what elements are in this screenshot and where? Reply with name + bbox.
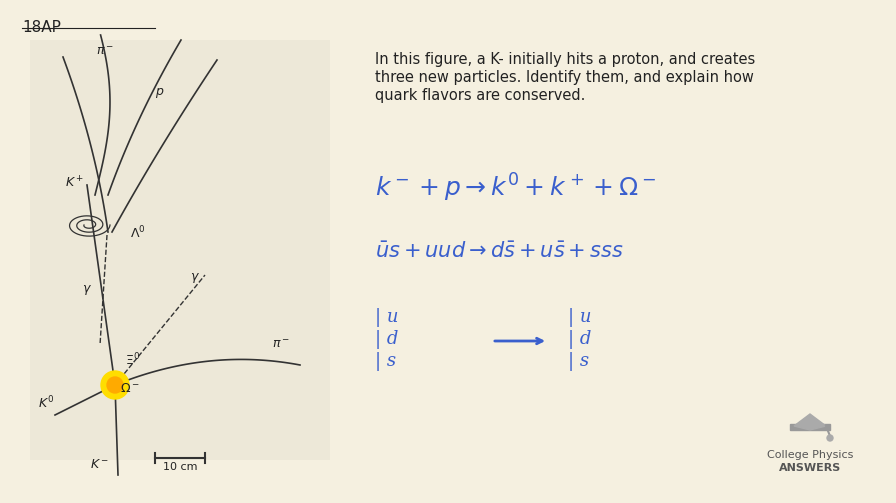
Text: $\Lambda^0$: $\Lambda^0$: [130, 224, 146, 241]
Text: $p$: $p$: [155, 86, 164, 100]
Text: $\pi^-$: $\pi^-$: [272, 338, 290, 351]
Text: | s: | s: [568, 352, 590, 371]
Text: three new particles. Identify them, and explain how: three new particles. Identify them, and …: [375, 70, 754, 85]
Text: | d: | d: [568, 330, 591, 349]
Text: College Physics: College Physics: [767, 450, 853, 460]
Text: | d: | d: [375, 330, 399, 349]
Polygon shape: [790, 424, 830, 430]
Text: $\Xi^0$: $\Xi^0$: [125, 352, 140, 368]
Text: $k^- + p \rightarrow k^0 + k^+ + \Omega^-$: $k^- + p \rightarrow k^0 + k^+ + \Omega^…: [375, 172, 657, 204]
Text: $\Omega^-$: $\Omega^-$: [120, 382, 140, 395]
Text: In this figure, a K- initially hits a proton, and creates: In this figure, a K- initially hits a pr…: [375, 52, 755, 67]
Text: $\bar{u}s + uud \rightarrow d\bar{s} + u\bar{s} + sss$: $\bar{u}s + uud \rightarrow d\bar{s} + u…: [375, 242, 624, 262]
Text: $K^-$: $K^-$: [90, 458, 109, 471]
Polygon shape: [794, 414, 826, 430]
Circle shape: [101, 371, 129, 399]
Text: | u: | u: [568, 308, 591, 327]
Text: | u: | u: [375, 308, 399, 327]
Text: $\pi^-$: $\pi^-$: [96, 45, 114, 58]
Circle shape: [107, 377, 123, 393]
Text: $K^+$: $K^+$: [65, 176, 84, 191]
Text: $K^0$: $K^0$: [38, 394, 54, 411]
Text: quark flavors are conserved.: quark flavors are conserved.: [375, 88, 585, 103]
Text: $\gamma$: $\gamma$: [82, 283, 92, 297]
Text: 18AP: 18AP: [22, 20, 61, 35]
Circle shape: [827, 435, 833, 441]
Text: 10 cm: 10 cm: [163, 462, 197, 472]
FancyBboxPatch shape: [30, 40, 330, 460]
Text: $\gamma$: $\gamma$: [190, 271, 200, 285]
Text: ANSWERS: ANSWERS: [779, 463, 841, 473]
Text: | s: | s: [375, 352, 396, 371]
